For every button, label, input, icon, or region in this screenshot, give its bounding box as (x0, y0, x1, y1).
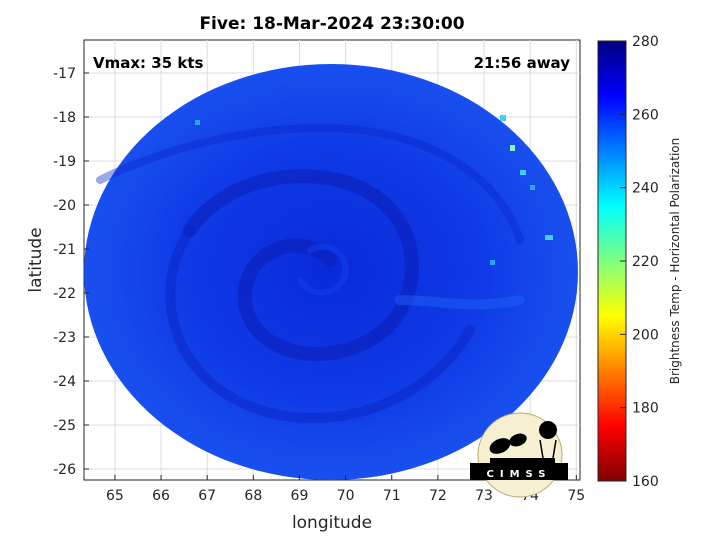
swath (84, 64, 578, 480)
x-tick-label: 72 (429, 488, 447, 504)
x-tick-label: 69 (291, 488, 309, 504)
time-away-annotation: 21:56 away (474, 54, 571, 72)
colorbar-tick-label: 220 (632, 254, 659, 270)
x-tick-label: 65 (106, 488, 124, 504)
spiral-bands (96, 124, 525, 424)
y-tick-label: -23 (53, 330, 76, 346)
x-tick-label: 70 (337, 488, 355, 504)
x-tick-label: 73 (475, 488, 493, 504)
y-tick-label: -21 (53, 242, 76, 258)
y-tick-label: -20 (53, 198, 76, 214)
y-tick-label: -24 (53, 374, 76, 390)
colorbar-tick-label: 260 (632, 107, 659, 123)
colorbar-tick-label: 240 (632, 181, 659, 197)
colorbar-label: Brightness Temp - Horizontal Polarizatio… (668, 138, 682, 385)
colorbar-tick-label: 280 (632, 34, 659, 50)
y-tick-label: -25 (53, 418, 76, 434)
x-tick-label: 68 (244, 488, 262, 504)
colorbar-tick-label: 180 (632, 401, 659, 417)
cimss-logo: CIMSS (470, 412, 568, 498)
y-tick-label: -26 (53, 462, 76, 478)
x-tick-label: 75 (567, 488, 585, 504)
y-tick-label: -19 (53, 154, 76, 170)
y-tick-label: -17 (53, 66, 76, 82)
warm-edge-pixels (195, 115, 553, 265)
logo-text: CIMSS (487, 469, 552, 480)
vmax-annotation: Vmax: 35 kts (93, 54, 203, 72)
x-tick-label: 66 (152, 488, 170, 504)
colorbar-tick-label: 160 (632, 474, 659, 490)
x-tick-label: 71 (383, 488, 401, 504)
chart-title: Five: 18-Mar-2024 23:30:00 (199, 14, 464, 34)
x-axis-label: longitude (292, 513, 372, 533)
x-tick-label: 67 (198, 488, 216, 504)
y-tick-label: -22 (53, 286, 76, 302)
y-tick-label: -18 (53, 110, 76, 126)
colorbar-tick-label: 200 (632, 327, 659, 343)
colorbar-ticks: 160 180 200 220 240 260 280 (620, 34, 659, 490)
y-axis: -17 -18 -19 -20 -21 -22 -23 -24 -25 -26 (53, 66, 89, 478)
y-axis-label: latitude (26, 227, 46, 292)
swath-disc (84, 64, 578, 480)
